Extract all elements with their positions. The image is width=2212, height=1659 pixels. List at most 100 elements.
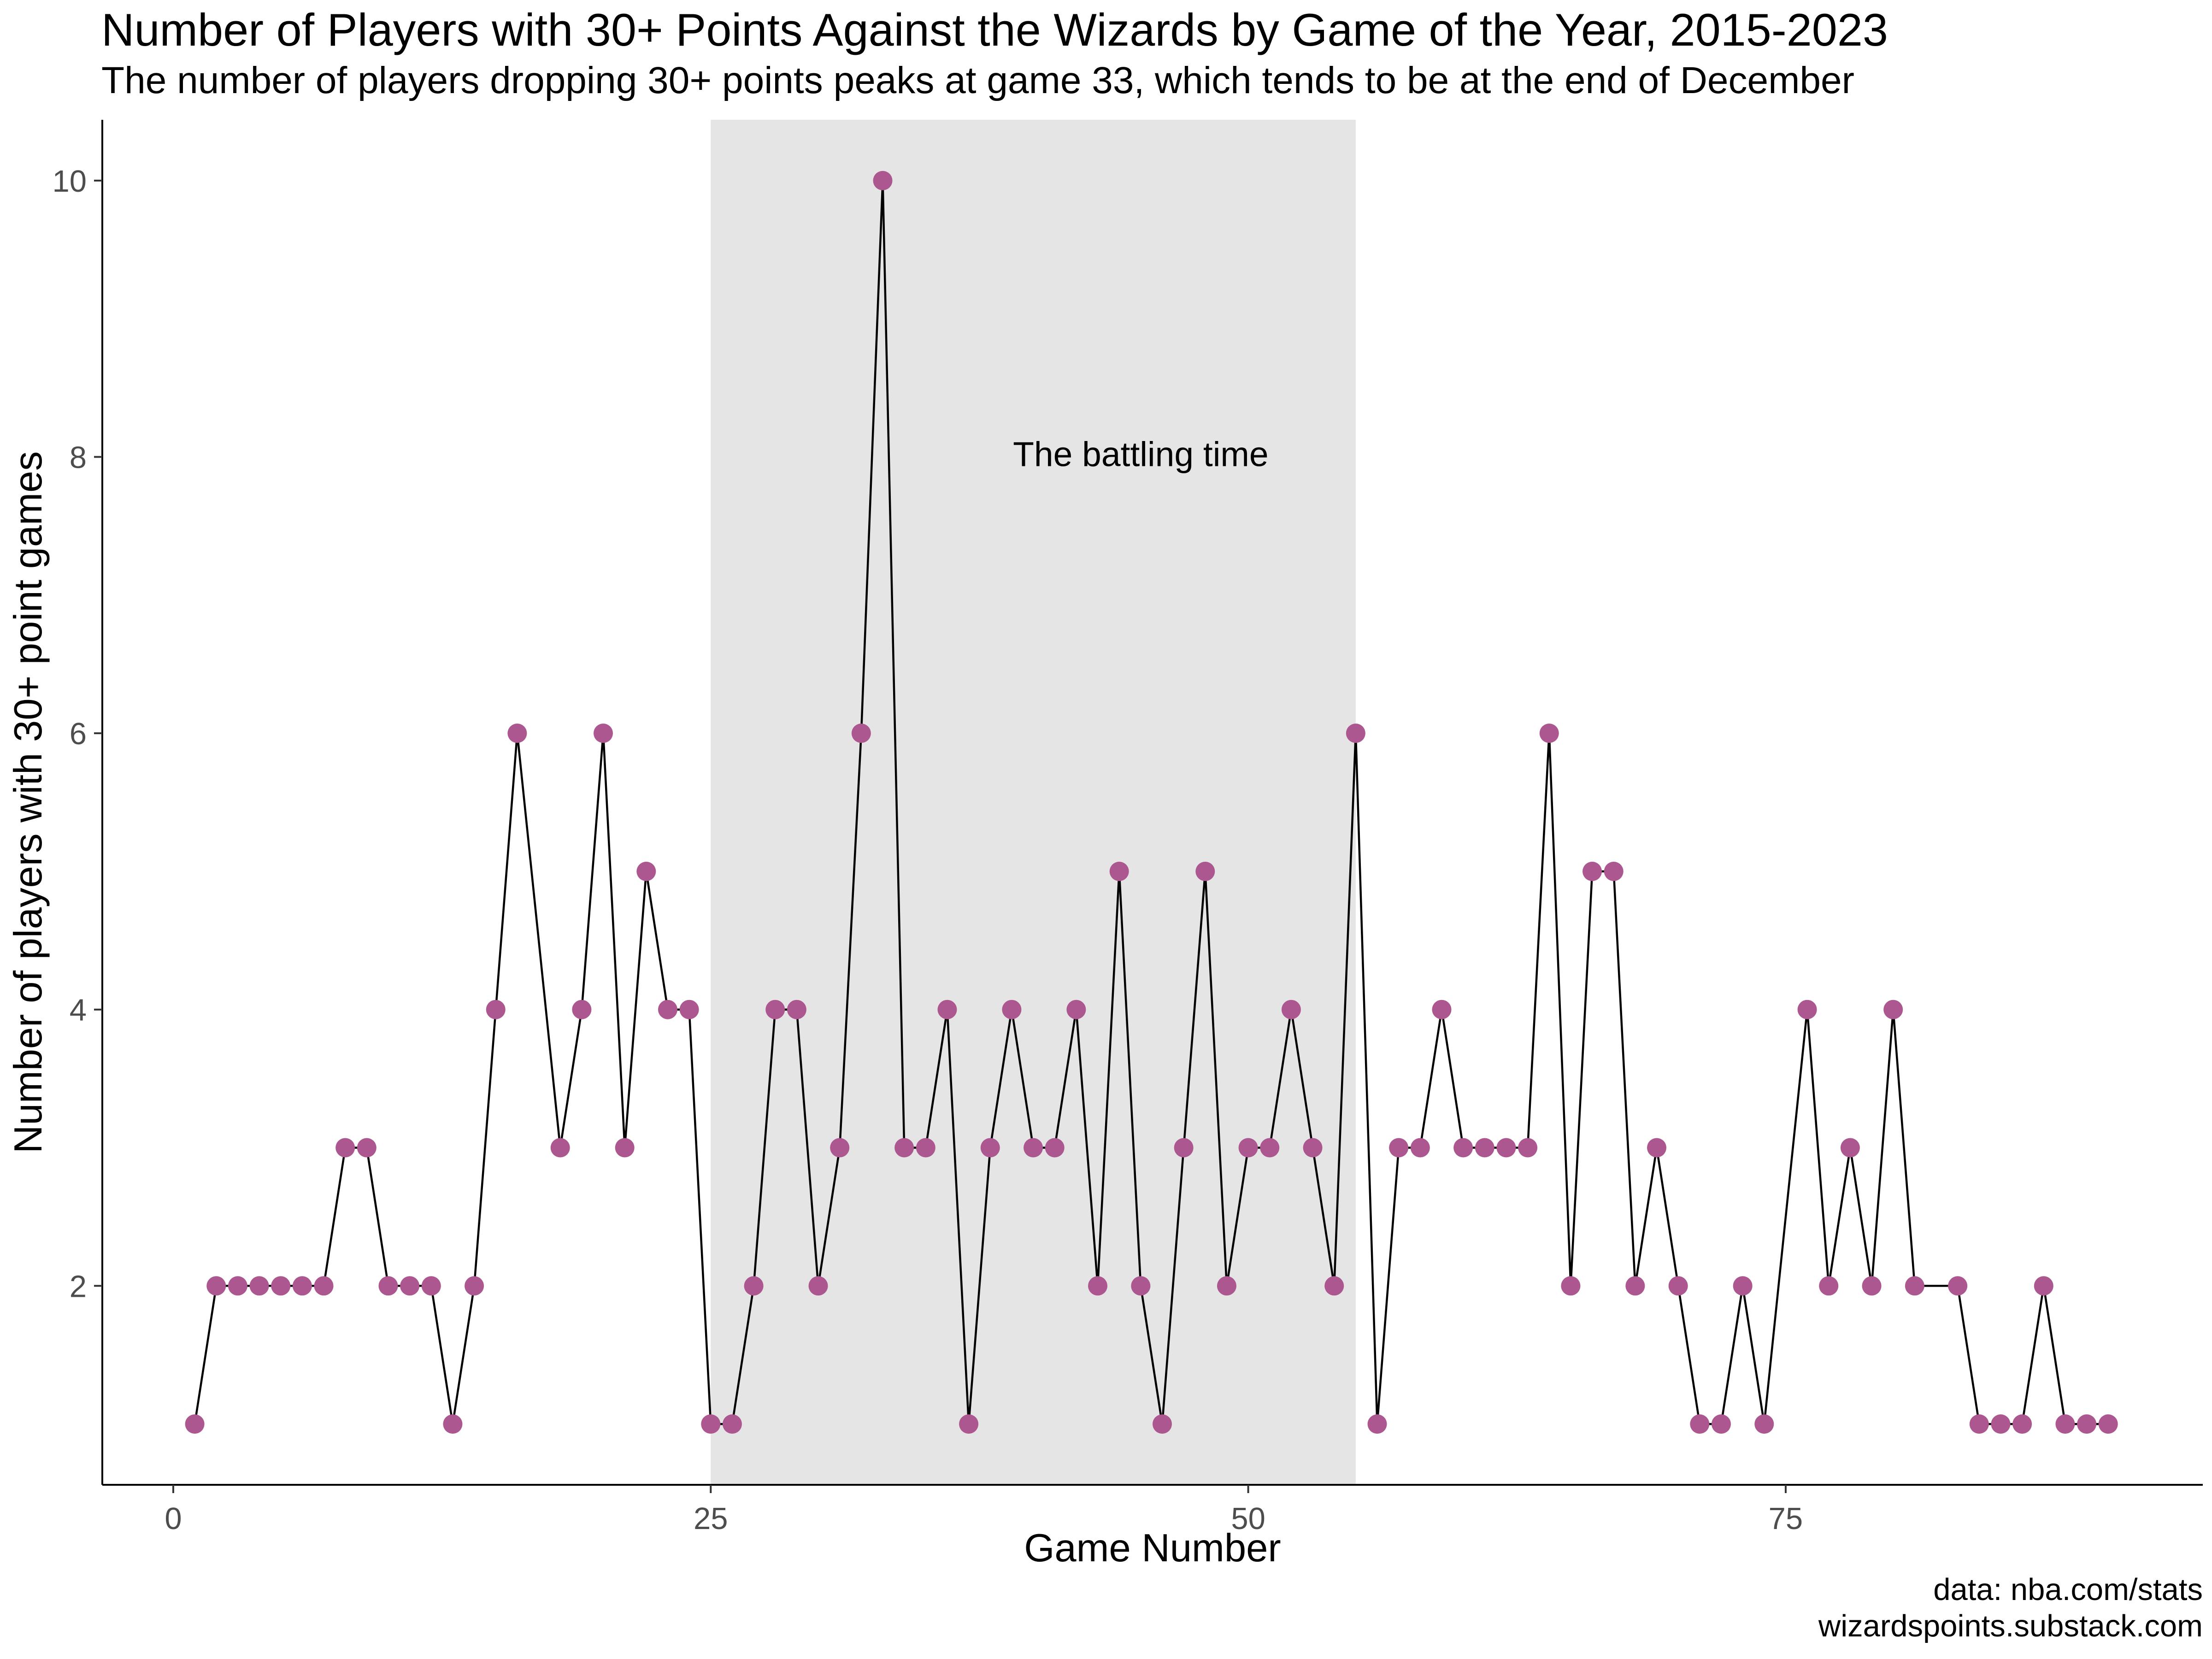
data-point bbox=[1475, 1138, 1494, 1158]
chart-title: Number of Players with 30+ Points Agains… bbox=[101, 4, 1888, 55]
data-point bbox=[1109, 861, 1129, 881]
data-point bbox=[1604, 861, 1624, 881]
x-axis-title: Game Number bbox=[1024, 1526, 1281, 1570]
data-point bbox=[2055, 1414, 2075, 1434]
data-point bbox=[916, 1138, 935, 1158]
data-point bbox=[1969, 1414, 1989, 1434]
x-tick-label: 25 bbox=[694, 1501, 728, 1536]
data-point bbox=[1174, 1138, 1194, 1158]
data-point bbox=[744, 1276, 764, 1296]
data-point bbox=[292, 1276, 312, 1296]
data-point bbox=[1647, 1138, 1667, 1158]
data-point bbox=[1668, 1276, 1688, 1296]
data-point bbox=[765, 1000, 785, 1019]
data-point bbox=[1539, 724, 1559, 743]
data-point bbox=[1840, 1138, 1860, 1158]
y-axis-title: Number of players with 30+ point games bbox=[6, 451, 50, 1153]
data-point bbox=[249, 1276, 269, 1296]
shaded-region-label: The battling time bbox=[1013, 435, 1268, 473]
data-point bbox=[550, 1138, 570, 1158]
data-point bbox=[1238, 1138, 1258, 1158]
data-point bbox=[1195, 861, 1215, 881]
data-point bbox=[1690, 1414, 1710, 1434]
y-tick-label: 6 bbox=[70, 717, 87, 751]
data-point bbox=[1260, 1138, 1280, 1158]
data-point bbox=[658, 1000, 677, 1019]
chart-subtitle: The number of players dropping 30+ point… bbox=[101, 59, 1854, 101]
data-point bbox=[1518, 1138, 1538, 1158]
data-point bbox=[1561, 1276, 1581, 1296]
data-point bbox=[228, 1276, 247, 1296]
data-point bbox=[507, 724, 527, 743]
data-point bbox=[1410, 1138, 1430, 1158]
data-point bbox=[1088, 1276, 1108, 1296]
data-point bbox=[1625, 1276, 1645, 1296]
data-point bbox=[206, 1276, 226, 1296]
x-tick-label: 50 bbox=[1231, 1501, 1265, 1536]
y-axis-ticks: 2 4 6 8 10 bbox=[52, 164, 102, 1304]
data-point bbox=[1583, 861, 1602, 881]
data-point bbox=[1024, 1138, 1043, 1158]
data-point bbox=[937, 1000, 957, 1019]
data-point bbox=[873, 171, 893, 190]
data-point bbox=[1754, 1414, 1774, 1434]
y-tick-label: 8 bbox=[70, 441, 87, 475]
data-point bbox=[636, 861, 656, 881]
data-source-caption: data: nba.com/stats bbox=[1933, 1572, 2203, 1607]
data-point bbox=[594, 724, 613, 743]
data-points bbox=[185, 171, 2118, 1434]
site-caption: wizardspoints.substack.com bbox=[1818, 1609, 2203, 1644]
data-point bbox=[959, 1414, 979, 1434]
data-point bbox=[1862, 1276, 1882, 1296]
data-point bbox=[1217, 1276, 1236, 1296]
data-point bbox=[1905, 1276, 1924, 1296]
data-point bbox=[1453, 1138, 1473, 1158]
data-point bbox=[2012, 1414, 2032, 1434]
data-point bbox=[808, 1276, 828, 1296]
shaded-region bbox=[711, 120, 1356, 1485]
data-point bbox=[1131, 1276, 1151, 1296]
data-point bbox=[443, 1414, 463, 1434]
data-point bbox=[486, 1000, 506, 1019]
data-point bbox=[615, 1138, 635, 1158]
data-point bbox=[335, 1138, 355, 1158]
data-point bbox=[1432, 1000, 1452, 1019]
data-point bbox=[722, 1414, 742, 1434]
data-point bbox=[851, 724, 871, 743]
data-point bbox=[679, 1000, 699, 1019]
data-point bbox=[421, 1276, 441, 1296]
data-point bbox=[2034, 1276, 2053, 1296]
x-tick-label: 0 bbox=[165, 1501, 182, 1536]
data-point bbox=[894, 1138, 914, 1158]
data-point bbox=[1496, 1138, 1516, 1158]
data-point bbox=[1819, 1276, 1839, 1296]
data-point bbox=[1367, 1414, 1387, 1434]
data-point bbox=[400, 1276, 420, 1296]
y-tick-label: 4 bbox=[70, 993, 87, 1028]
data-point bbox=[1797, 1000, 1817, 1019]
x-axis-ticks: 0 25 50 75 bbox=[165, 1485, 1803, 1536]
data-point bbox=[1883, 1000, 1903, 1019]
data-point bbox=[1152, 1414, 1172, 1434]
data-point bbox=[378, 1276, 398, 1296]
data-point bbox=[572, 1000, 592, 1019]
caption: data: nba.com/stats wizardspoints.substa… bbox=[1818, 1571, 2203, 1644]
data-point bbox=[1389, 1138, 1409, 1158]
y-tick-label: 2 bbox=[70, 1269, 87, 1304]
data-point bbox=[314, 1276, 334, 1296]
data-point bbox=[830, 1138, 850, 1158]
data-point bbox=[1346, 724, 1365, 743]
data-point bbox=[701, 1414, 721, 1434]
data-point bbox=[1045, 1138, 1065, 1158]
data-point bbox=[1002, 1000, 1022, 1019]
data-point bbox=[271, 1276, 291, 1296]
data-point bbox=[1991, 1414, 2011, 1434]
data-point bbox=[787, 1000, 806, 1019]
data-point bbox=[1324, 1276, 1344, 1296]
data-point bbox=[1303, 1138, 1323, 1158]
data-point bbox=[2098, 1414, 2118, 1434]
data-point bbox=[1066, 1000, 1086, 1019]
data-point bbox=[2077, 1414, 2097, 1434]
data-point bbox=[1733, 1276, 1753, 1296]
